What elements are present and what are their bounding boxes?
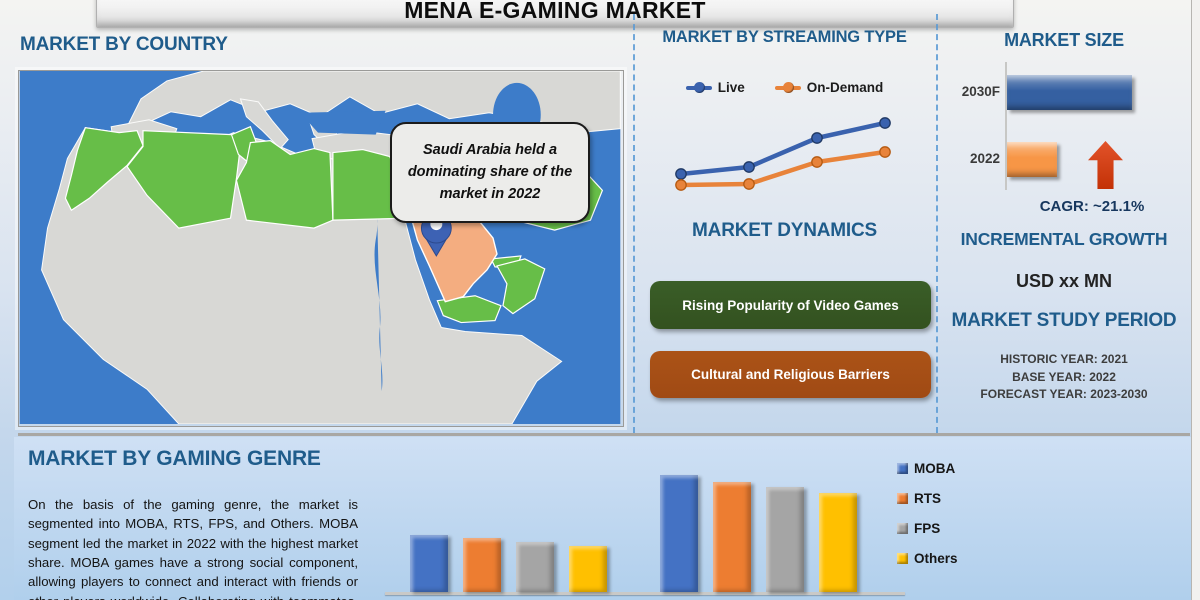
country-oman <box>496 258 546 315</box>
legend-label: Others <box>914 551 958 566</box>
data-point-live <box>743 161 755 173</box>
genre-legend: MOBA RTS FPS Others <box>897 461 958 566</box>
data-point-live <box>811 132 823 144</box>
nile-river <box>373 158 383 392</box>
region-italy <box>239 98 289 150</box>
genre-legend-item-rts: RTS <box>897 491 958 506</box>
driver-pill-rising-popularity[interactable]: Rising Popularity of Video Games <box>650 281 931 329</box>
bar-fps-group2 <box>766 487 804 592</box>
data-point-live <box>879 117 891 129</box>
legend-swatch-icon <box>897 493 908 504</box>
right-gutter <box>1191 0 1200 600</box>
cagr-value: CAGR: ~21.1% <box>1039 198 1145 215</box>
legend-swatch-icon <box>897 523 908 534</box>
streaming-line-chart <box>675 117 891 191</box>
map-callout: Saudi Arabia held a dominating share of … <box>390 122 590 224</box>
divider-vertical-1 <box>633 14 635 433</box>
legend-label: FPS <box>914 521 941 536</box>
mena-map: Saudi Arabia held a dominating share of … <box>18 70 624 427</box>
bar-rts-group1 <box>463 538 501 592</box>
bar-others-group2 <box>819 493 857 592</box>
genre-paragraph: On the basis of the gaming genre, the ma… <box>28 497 358 600</box>
bar-2022 <box>1007 142 1057 177</box>
map-callout-text: Saudi Arabia held a dominating share of … <box>407 142 573 202</box>
genre-chart-baseline <box>385 592 905 595</box>
heading-market-size: MARKET SIZE <box>1004 30 1124 50</box>
legend-item-on-demand: On-Demand <box>774 80 884 95</box>
heading-market-by-streaming-type: MARKET BY STREAMING TYPE <box>662 28 907 46</box>
genre-legend-item-fps: FPS <box>897 521 958 536</box>
incremental-growth-value: USD xx MN <box>1015 271 1113 291</box>
data-point-on-demand <box>743 178 755 190</box>
historic-year: HISTORIC YEAR: 2021 <box>1000 352 1128 366</box>
page-title: MENA E-GAMING MARKET <box>404 0 706 23</box>
legend-label: On-Demand <box>806 80 884 95</box>
black-sea <box>300 110 386 135</box>
heading-market-study-period: MARKET STUDY PERIOD <box>951 310 1177 331</box>
genre-legend-item-others: Others <box>897 551 958 566</box>
legend-label: Live <box>717 80 745 95</box>
country-libya <box>235 139 334 229</box>
data-point-on-demand <box>811 156 823 168</box>
study-period-lines: HISTORIC YEAR: 2021 BASE YEAR: 2022 FORE… <box>936 351 1192 404</box>
bar-fps-group1 <box>516 542 554 592</box>
market-size-axis <box>1005 62 1007 190</box>
heading-market-by-country: MARKET BY COUNTRY <box>20 34 228 55</box>
growth-arrow-icon <box>1088 141 1123 189</box>
line-series-on-demand <box>678 149 888 188</box>
streaming-column: MARKET BY STREAMING TYPE Live On-Demand M… <box>633 0 936 433</box>
legend-swatch-icon <box>897 553 908 564</box>
legend-marker-icon <box>774 82 801 93</box>
legend-label: MOBA <box>914 461 956 476</box>
country-morocco <box>64 127 144 212</box>
divider-vertical-2 <box>936 14 938 433</box>
heading-market-dynamics: MARKET DYNAMICS <box>692 220 877 241</box>
forecast-year: FORECAST YEAR: 2023-2030 <box>980 387 1148 401</box>
region-europe <box>126 71 621 134</box>
title-banner: MENA E-GAMING MARKET <box>96 0 1014 28</box>
legend-item-live: Live <box>685 80 745 95</box>
genre-legend-item-moba: MOBA <box>897 461 958 476</box>
legend-swatch-icon <box>897 463 908 474</box>
line-chart-legend: Live On-Demand <box>633 80 936 95</box>
market-size-column: MARKET SIZE 2030F 2022 CAGR: ~21.1% INCR… <box>936 0 1192 433</box>
bar-label-2030f: 2030F <box>961 84 1000 99</box>
divider-horizontal <box>18 433 1190 436</box>
bar-rts-group2 <box>713 482 751 592</box>
bar-others-group1 <box>569 546 607 592</box>
legend-label: RTS <box>914 491 941 506</box>
country-yemen <box>436 295 502 324</box>
bar-moba-group2 <box>660 475 698 592</box>
bar-moba-group1 <box>410 535 448 592</box>
heading-incremental-growth: INCREMENTAL GROWTH <box>960 229 1168 249</box>
bar-label-2022: 2022 <box>969 151 1000 166</box>
line-series-live <box>678 120 888 177</box>
genre-section: MARKET BY GAMING GENRE On the basis of t… <box>14 437 1192 600</box>
heading-market-by-gaming-genre: MARKET BY GAMING GENRE <box>28 447 321 470</box>
barrier-pill-cultural-religious[interactable]: Cultural and Religious Barriers <box>650 351 931 398</box>
data-point-on-demand <box>675 179 687 191</box>
legend-marker-icon <box>685 82 712 93</box>
bar-2030f <box>1007 75 1132 110</box>
data-point-live <box>675 168 687 180</box>
base-year: BASE YEAR: 2022 <box>1012 369 1116 384</box>
data-point-on-demand <box>879 146 891 158</box>
